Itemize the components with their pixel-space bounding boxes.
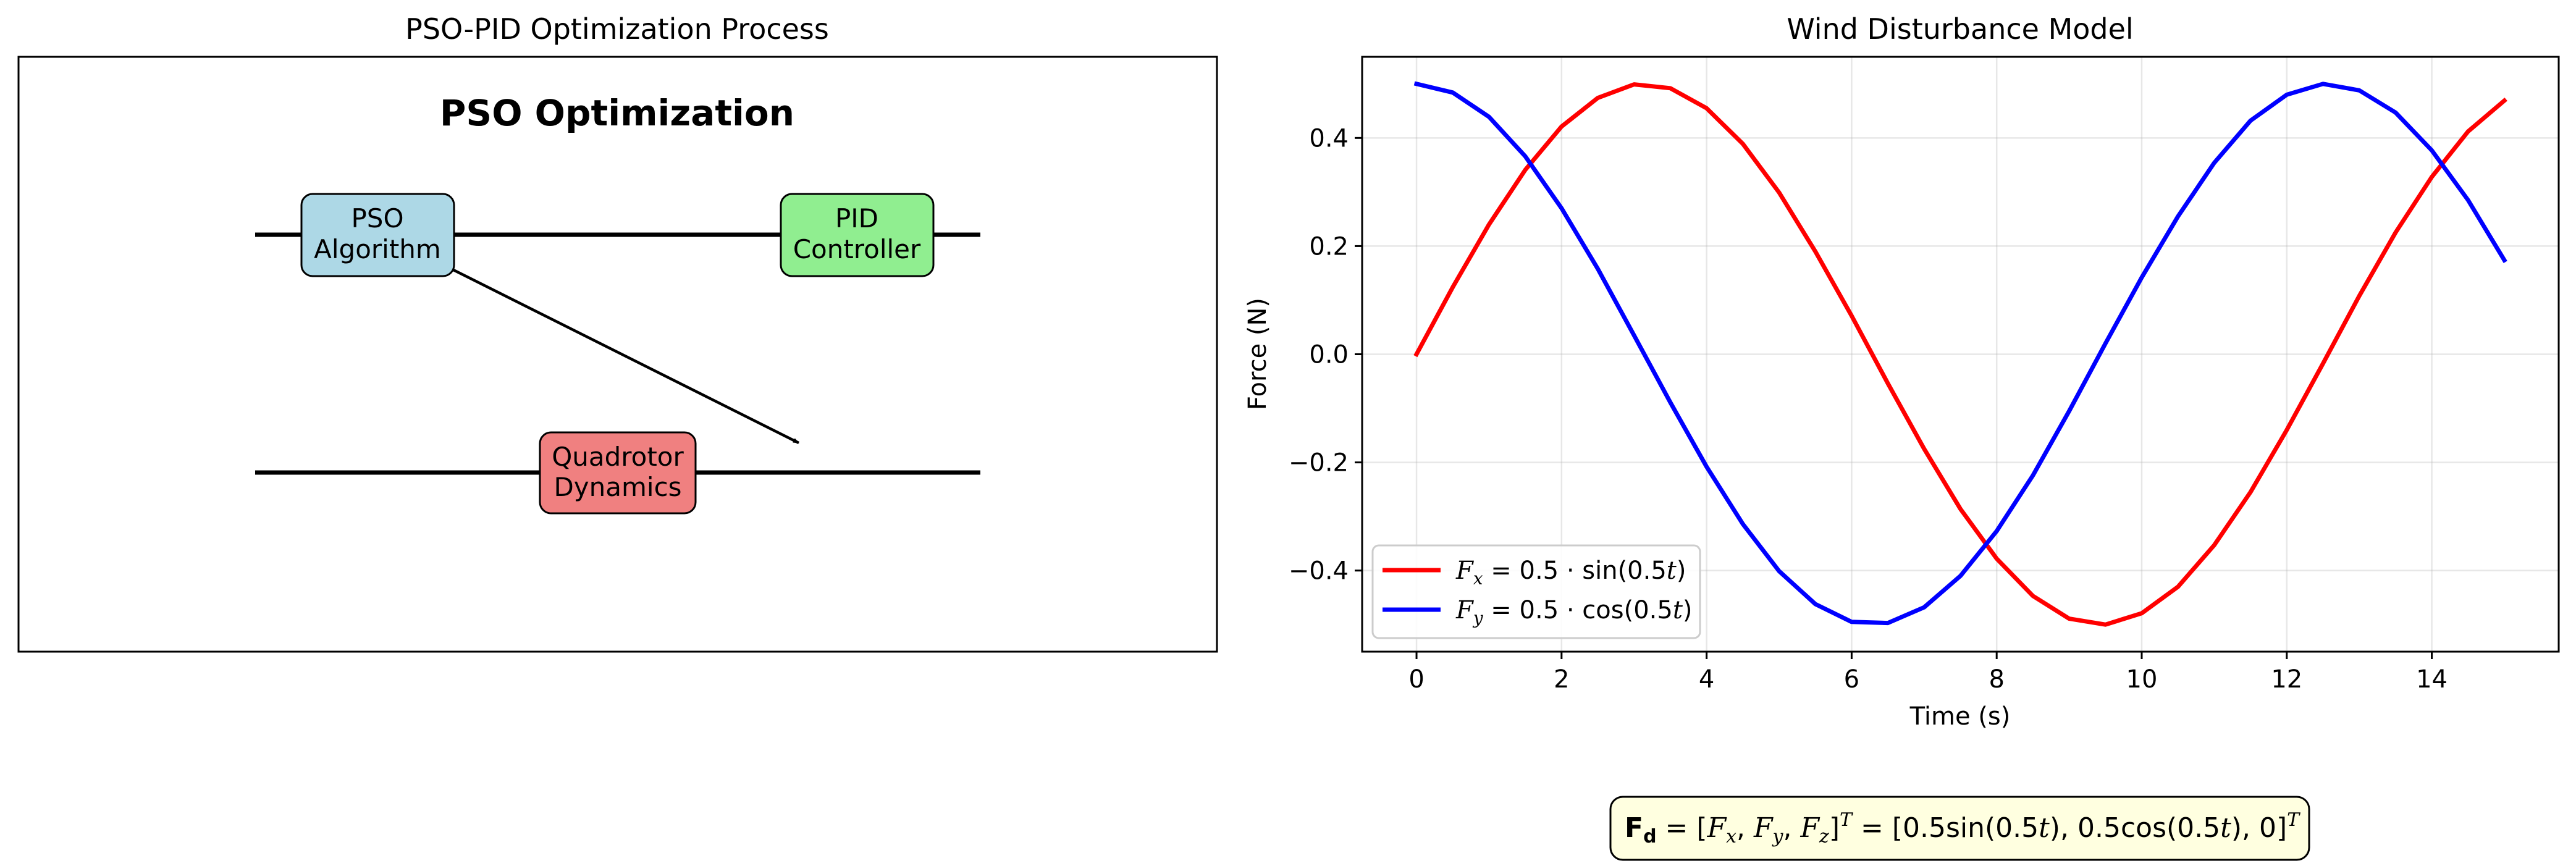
series-line-fy (1413, 81, 2507, 626)
pid-controller-box-shape (780, 193, 935, 277)
x-tick-label: 12 (2271, 665, 2302, 694)
chart-title: Wind Disturbance Model (1787, 12, 2133, 46)
pid-controller-label-line2: Controller (793, 234, 921, 264)
formula-box-frame (1609, 796, 2310, 861)
diagram-heading: PSO Optimization (440, 92, 794, 134)
legend-label-fx: Fx = 0.5 · sin(0.5t) (1455, 557, 1686, 589)
x-tick-label: 6 (1844, 665, 1859, 694)
left-panel: PSO-PID Optimization Process PSO Optimiz… (17, 12, 1218, 653)
formula-text: Fd = [Fx, Fy, Fz]T = [0.5sin(0.5t), 0.5c… (1625, 809, 2300, 847)
series-line-fx (1413, 82, 2507, 627)
left-panel-title: PSO-PID Optimization Process (405, 12, 829, 46)
chart-legend: Fx = 0.5 · sin(0.5t) Fy = 0.5 · cos(0.5t… (1371, 544, 1701, 639)
x-tick-label: 4 (1699, 665, 1714, 694)
pso-algorithm-label-line1: PSO (351, 203, 403, 233)
y-tick-label: −0.2 (1289, 449, 1349, 477)
pso-algorithm-box: PSO Algorithm (300, 193, 455, 277)
x-tick-label: 10 (2126, 665, 2158, 694)
tick-layer: 0 2 4 6 8 10 12 14 −0.4 −0.2 0.0 0.2 0.4 (1289, 124, 2448, 694)
quadrotor-dynamics-label-line2: Dynamics (554, 472, 681, 502)
series-layer (1413, 81, 2507, 627)
quadrotor-dynamics-box: Quadrotor Dynamics (539, 431, 697, 515)
x-tick-label: 14 (2416, 665, 2448, 694)
pid-controller-label-line1: PID (835, 203, 878, 233)
x-axis-label: Time (s) (1909, 702, 2011, 731)
quadrotor-dynamics-box-shape (539, 431, 697, 515)
pso-algorithm-box-shape (300, 193, 455, 277)
y-tick-label: 0.0 (1309, 341, 1349, 369)
left-panel-frame (17, 56, 1218, 653)
feedback-arrow (444, 264, 800, 445)
x-tick-label: 0 (1408, 665, 1424, 694)
formula-box: Fd = [Fx, Fy, Fz]T = [0.5sin(0.5t), 0.5c… (1609, 796, 2310, 861)
y-tick-label: 0.4 (1309, 124, 1349, 153)
legend-label-fy: Fy = 0.5 · cos(0.5t) (1455, 596, 1693, 628)
pso-algorithm-label-line2: Algorithm (314, 234, 441, 264)
y-axis-label: Force (N) (1244, 298, 1272, 410)
x-tick-label: 8 (1989, 665, 2004, 694)
pid-controller-box: PID Controller (780, 193, 935, 277)
legend-frame (1371, 544, 1701, 639)
y-tick-label: −0.4 (1289, 557, 1349, 586)
y-tick-label: 0.2 (1309, 232, 1349, 261)
x-tick-label: 2 (1554, 665, 1569, 694)
right-panel: Wind Disturbance Model 0 2 4 6 8 10 12 14 −0.4 −0… (1244, 12, 2560, 731)
quadrotor-dynamics-label-line1: Quadrotor (552, 442, 684, 472)
